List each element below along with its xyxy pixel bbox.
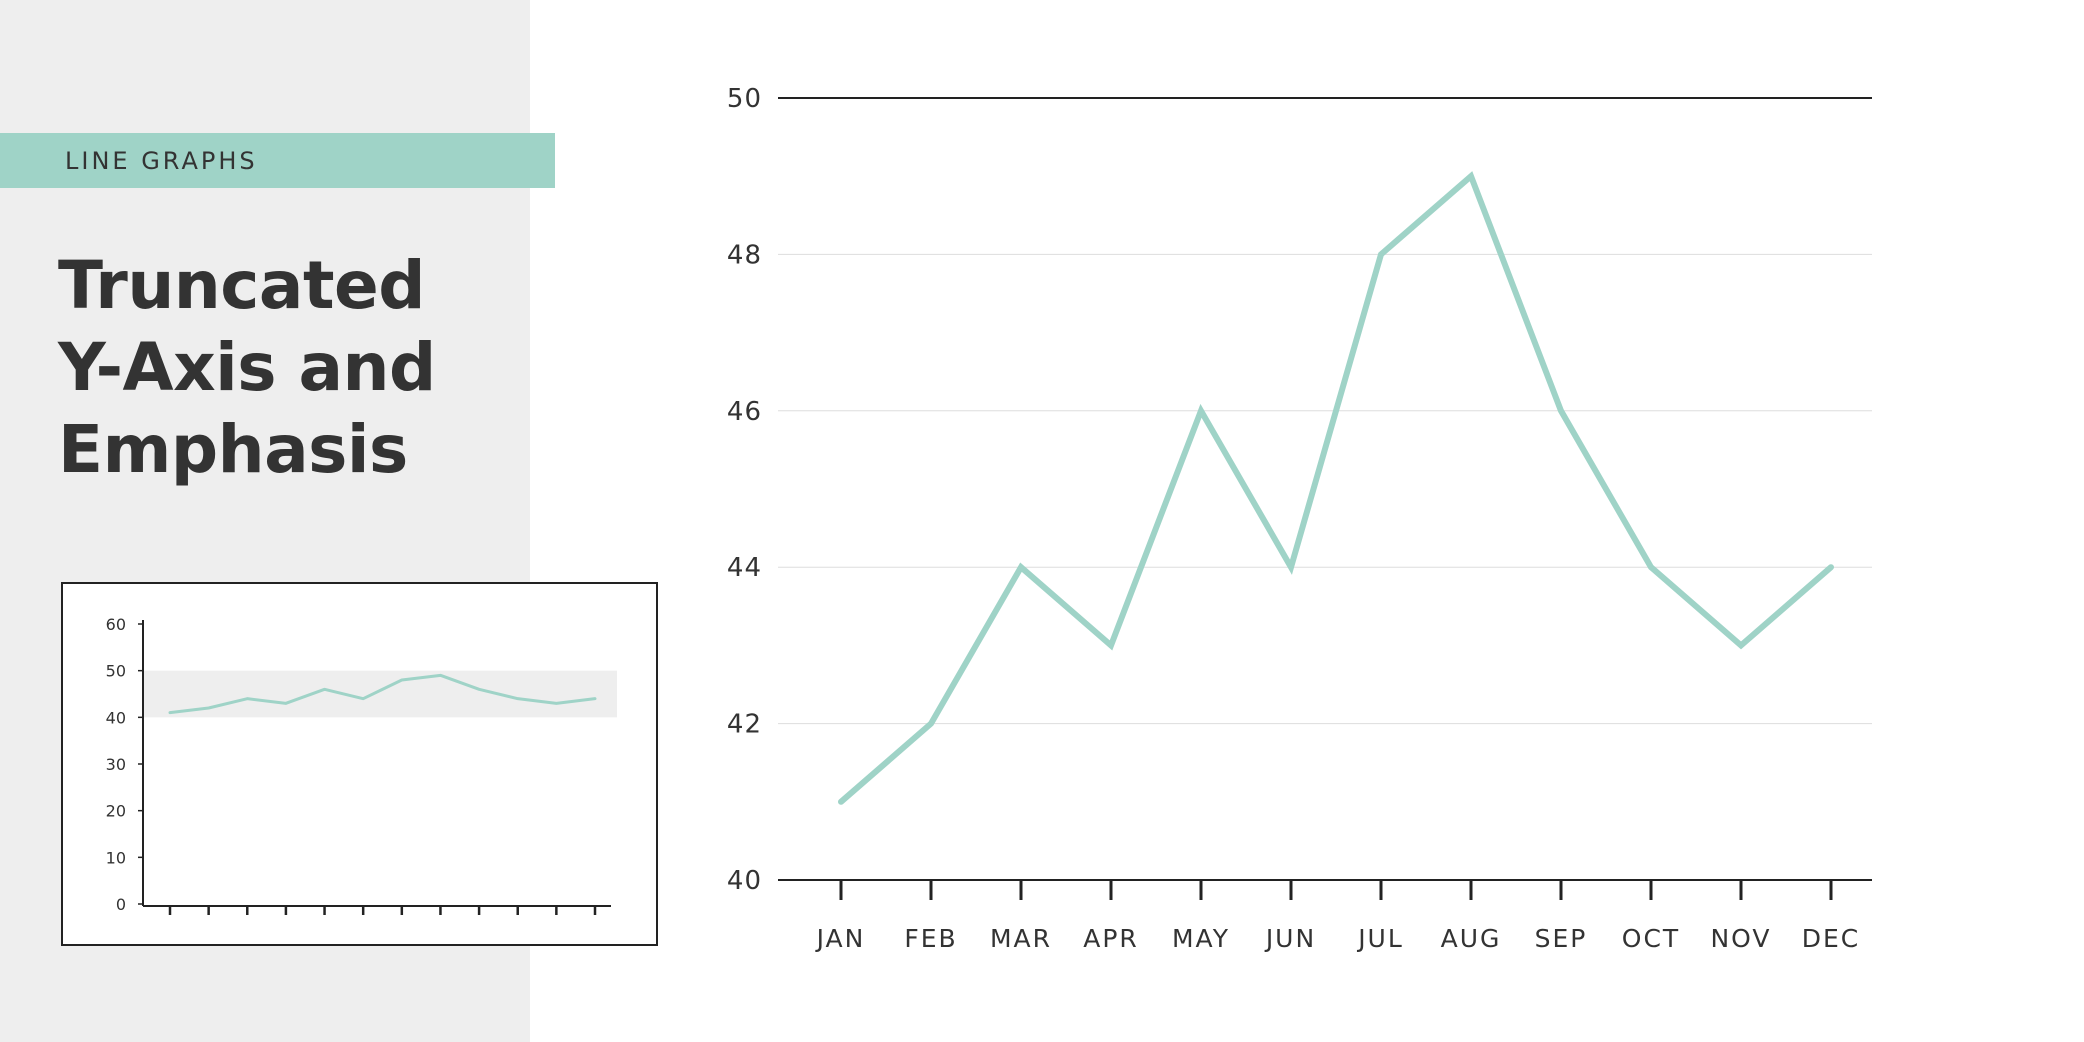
x-tick-label: MAY [1172,924,1230,953]
thumb-y-tick-label: 40 [106,708,126,727]
thumbnail-chart: 0 10 20 30 40 50 60 [106,615,617,915]
x-tick-label: FEB [904,924,957,953]
y-tick-label: 44 [727,553,762,583]
x-tick-label: MAR [990,924,1052,953]
y-tick-label: 40 [727,866,762,896]
x-tick-label: DEC [1802,924,1861,953]
highlight-band [143,670,617,718]
y-tick-label: 48 [727,240,762,270]
x-tick-label: SEP [1535,924,1588,953]
y-tick-label: 50 [727,84,762,114]
full-axis-thumbnail: 0 10 20 30 40 50 60 [61,582,658,946]
x-tick-label: JUL [1356,924,1404,953]
x-tick-label: APR [1083,924,1139,953]
page-title: Truncated Y-Axis and Emphasis [58,245,518,491]
series-line [838,171,1834,805]
thumb-y-tick-label: 20 [106,802,126,821]
x-tick-label: JUN [1264,924,1316,953]
y-tick-label: 42 [727,710,762,740]
main-chart: 40 42 44 46 48 50 JAN FEB MAR APR MAY JUN JUL AUG SEP O… [727,84,1872,953]
thumb-y-tick-label: 60 [106,615,126,634]
y-tick-label: 46 [727,397,762,427]
x-tick-label: NOV [1710,924,1771,953]
x-tick-label: OCT [1622,924,1680,953]
category-tag-label: LINE GRAPHS [65,146,258,175]
thumb-y-tick-label: 30 [106,755,126,774]
x-tick-label: JAN [815,924,866,953]
thumb-y-tick-label: 0 [116,895,126,914]
thumb-y-tick-label: 10 [106,848,126,867]
title-line: Truncated [58,247,426,324]
x-tick-label: AUG [1441,924,1502,953]
category-tag: LINE GRAPHS [0,133,555,188]
thumb-series-line [168,673,597,715]
thumb-y-tick-label: 50 [106,662,126,681]
title-line: Y-Axis and [58,329,436,406]
title-line: Emphasis [58,411,408,488]
